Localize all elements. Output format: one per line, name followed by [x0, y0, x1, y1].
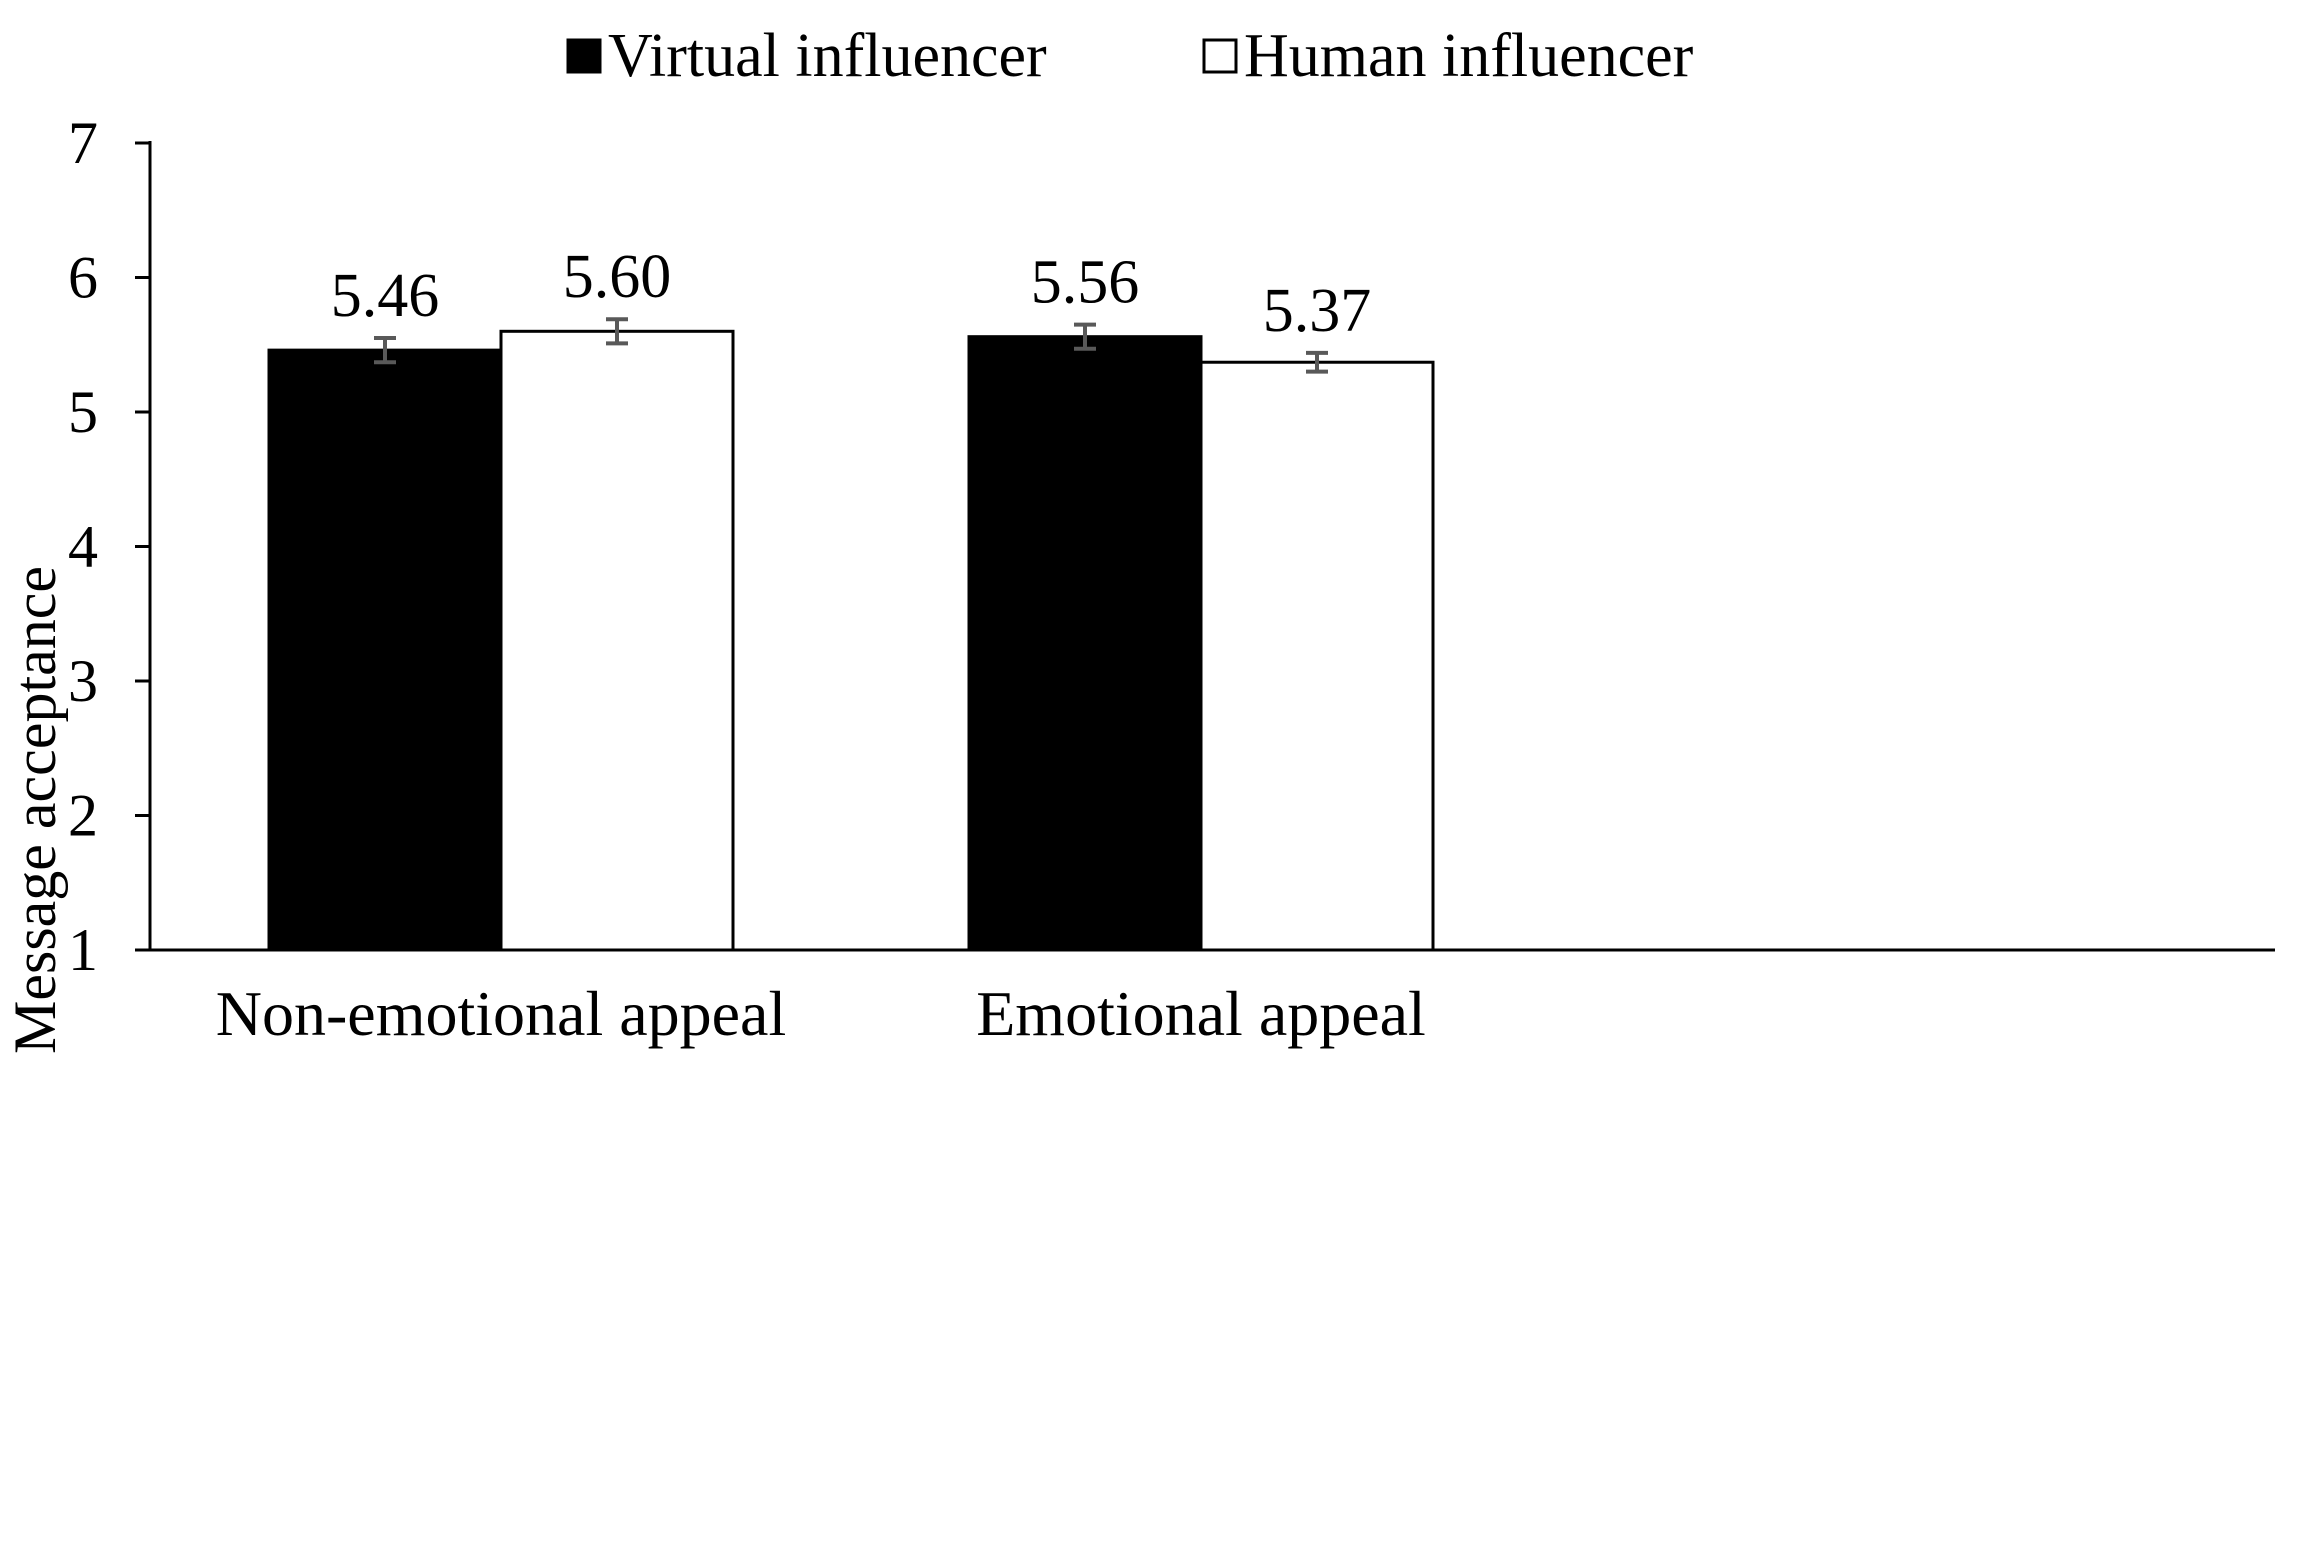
y-tick-label: 1: [68, 917, 98, 983]
data-label: 5.46: [331, 262, 440, 330]
y-tick-label: 6: [68, 245, 98, 311]
y-tick-label: 3: [68, 648, 98, 714]
y-axis: 1 2 3 4 5 6 7: [68, 110, 152, 983]
legend-label: Human influencer: [1244, 22, 1694, 90]
data-label: 5.60: [563, 243, 672, 311]
legend-label: Virtual influencer: [608, 22, 1047, 90]
x-axis: Non-emotional appeal Emotional appeal: [150, 948, 2275, 1049]
bar: [267, 348, 503, 952]
bars: 5.46 5.60 5.56 5.37: [267, 243, 1435, 952]
y-tick-label: 2: [68, 783, 98, 849]
legend-swatch: [1202, 38, 1238, 74]
data-label: 5.37: [1263, 277, 1372, 345]
legend-swatch: [566, 38, 602, 74]
y-tick-label: 7: [68, 110, 98, 176]
y-axis-label: Message acceptance: [2, 566, 68, 1054]
legend: Virtual influencer Human influencer: [566, 22, 1694, 90]
x-category-label: Emotional appeal: [976, 978, 1426, 1049]
bar: [499, 329, 735, 952]
y-tick-label: 5: [68, 379, 98, 445]
data-label: 5.56: [1031, 249, 1140, 317]
bar: [1199, 360, 1435, 952]
y-tick-label: 4: [68, 514, 98, 580]
bar: [967, 335, 1203, 952]
x-category-label: Non-emotional appeal: [216, 978, 786, 1049]
